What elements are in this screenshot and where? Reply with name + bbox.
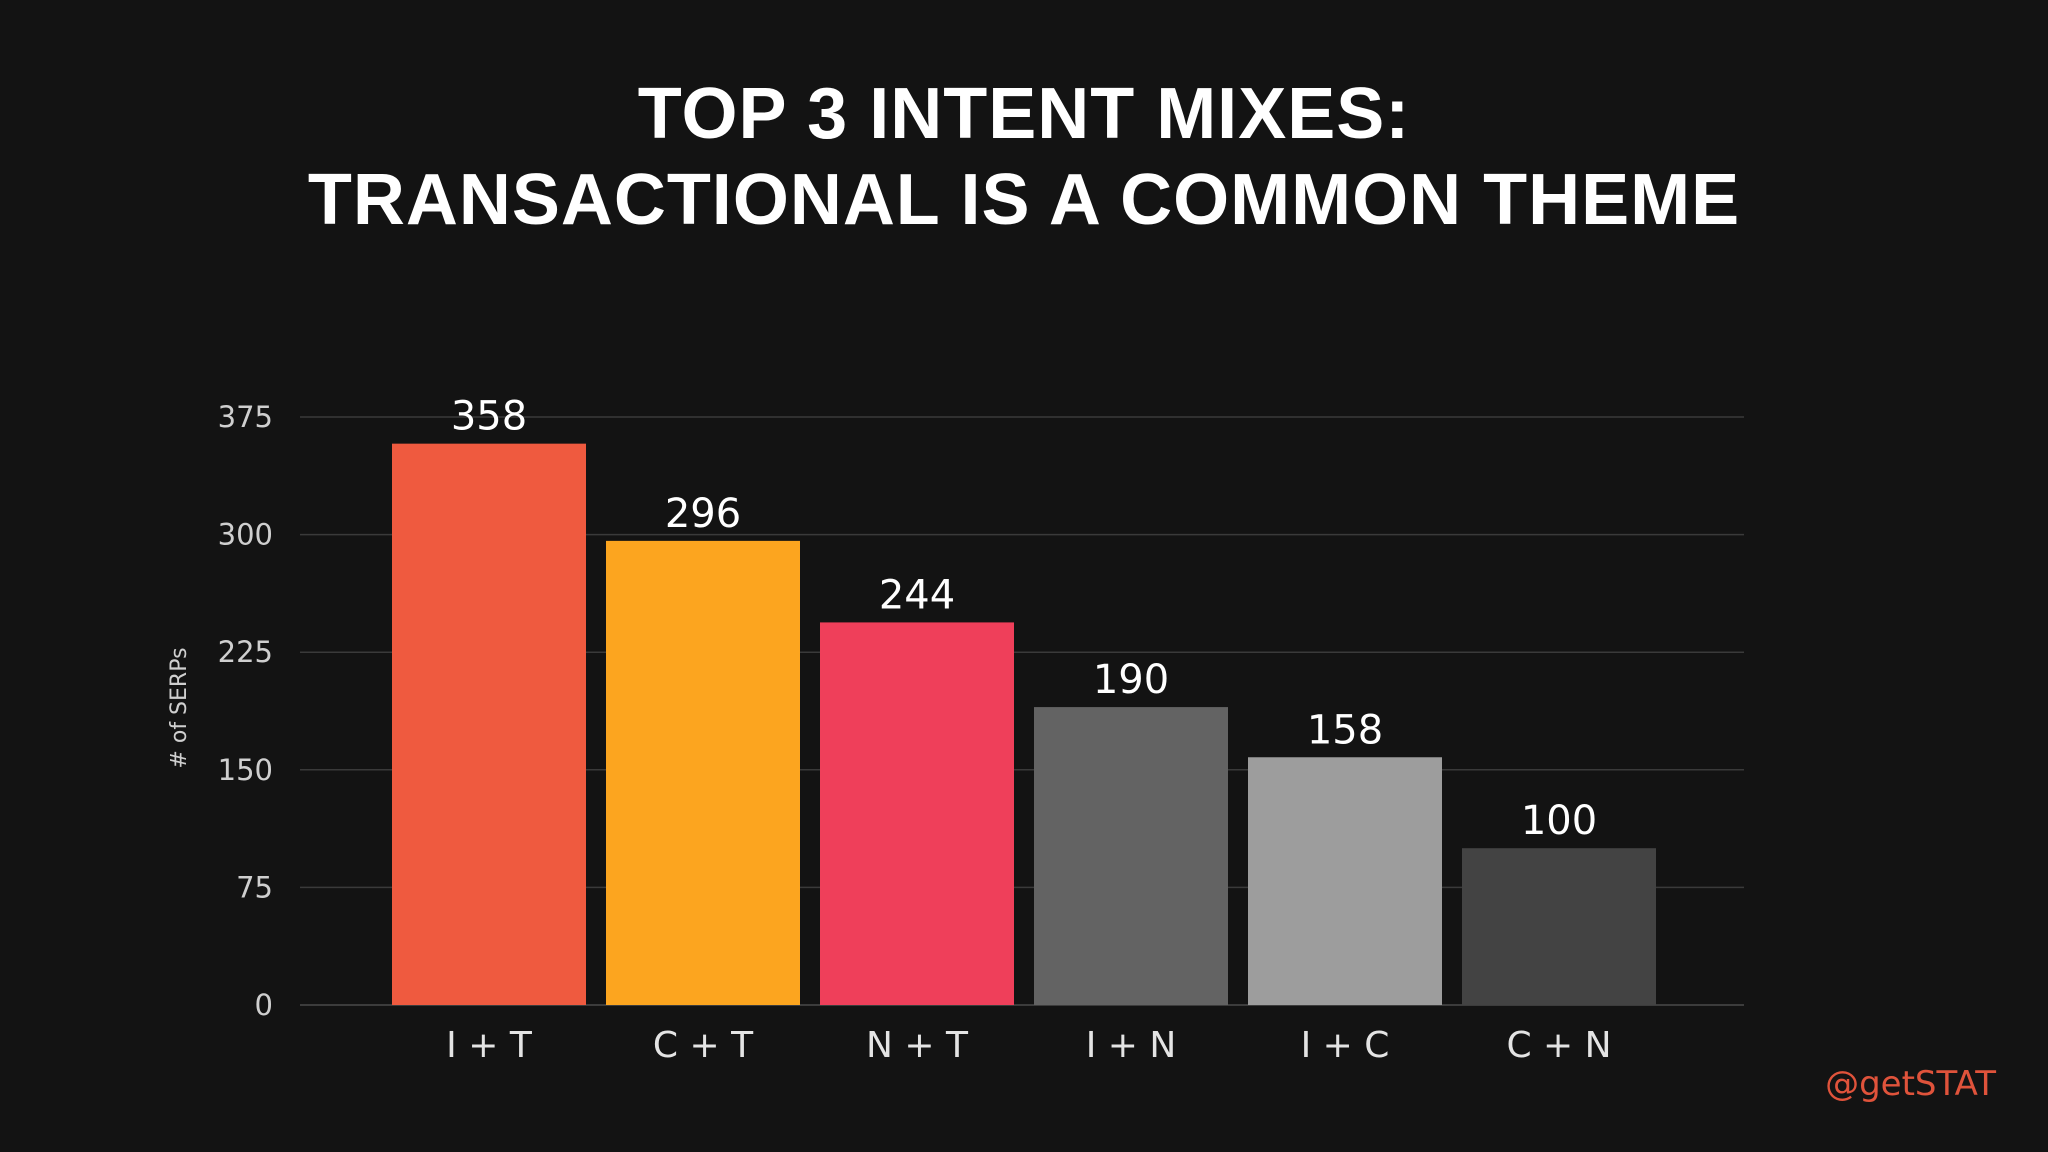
y-tick-label: 300 — [218, 518, 273, 552]
y-tick-label: 375 — [218, 400, 273, 434]
bar — [392, 443, 586, 1005]
x-category-label: I + N — [1086, 1025, 1177, 1066]
y-tick-label: 0 — [255, 988, 273, 1022]
y-tick-label: 75 — [236, 870, 273, 904]
x-category-label: C + N — [1506, 1025, 1611, 1066]
bar — [606, 540, 800, 1005]
bar-value-label: 158 — [1307, 707, 1383, 753]
x-axis-categories: I + T C + T N + T I + N I + C C + N — [446, 1025, 1611, 1066]
bars — [392, 443, 1656, 1005]
bar — [1034, 707, 1228, 1005]
x-category-label: I + C — [1301, 1025, 1390, 1066]
bar — [1462, 848, 1656, 1005]
x-category-label: C + T — [653, 1025, 754, 1066]
bar-value-label: 244 — [879, 572, 955, 618]
y-tick-label: 150 — [218, 753, 273, 787]
y-axis-ticks: 0 75 150 225 300 375 — [218, 400, 273, 1022]
bar-value-label: 296 — [665, 491, 741, 537]
bar — [1248, 757, 1442, 1005]
bar — [820, 622, 1014, 1005]
y-axis-title: # of SERPs — [167, 647, 192, 768]
x-category-label: N + T — [866, 1025, 969, 1066]
x-category-label: I + T — [446, 1025, 533, 1066]
bar-value-label: 358 — [451, 394, 527, 440]
value-labels: 358 296 244 190 158 100 — [451, 394, 1597, 845]
y-tick-label: 225 — [218, 635, 273, 669]
chart-title-line-2: TRANSACTIONAL IS A COMMON THEME — [307, 160, 1741, 240]
chart-title-line-1: TOP 3 INTENT MIXES: — [637, 74, 1411, 154]
bar-value-label: 100 — [1521, 798, 1597, 844]
bar-value-label: 190 — [1093, 657, 1169, 703]
brand-handle: @getSTAT — [1825, 1064, 1996, 1104]
